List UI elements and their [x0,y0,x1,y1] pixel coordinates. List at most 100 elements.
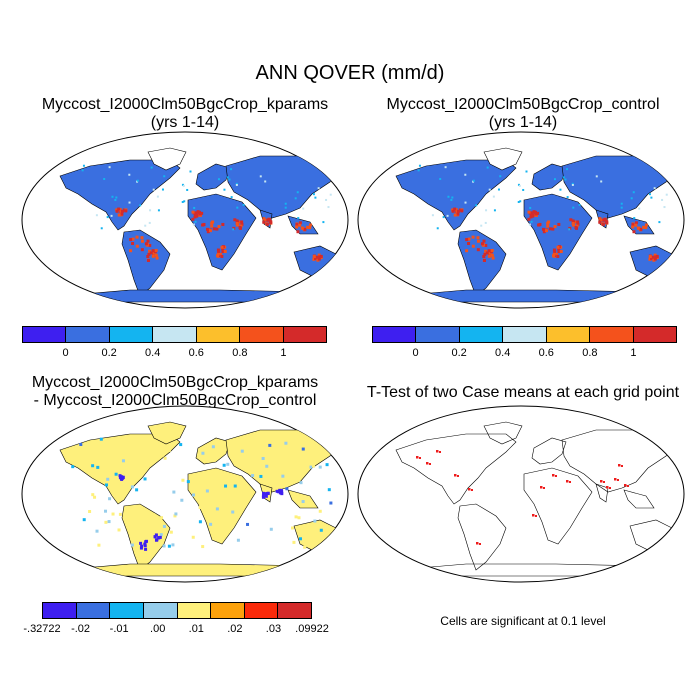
grid-cell [598,217,602,221]
grid-cell [159,533,163,537]
grid-cell [266,450,270,454]
colorbar-tick-label: 0.8 [232,347,248,359]
grid-cell [600,180,603,183]
grid-cell [221,247,225,251]
grid-cell [71,465,75,469]
grid-cell [131,242,135,246]
grid-cell [242,204,245,207]
grid-cell [173,514,177,518]
grid-cell [483,258,487,262]
significant-cell [617,479,619,481]
grid-cell [82,518,86,522]
grid-cell [484,243,488,247]
grid-cell [183,200,186,203]
grid-cell [571,183,574,186]
grid-cell [557,222,561,226]
continent-seAsia [623,215,655,235]
grid-cell [262,491,266,495]
grid-cell [262,217,266,221]
grid-cell [169,530,173,534]
grid-cell [220,254,224,258]
grid-cell [143,544,147,548]
grid-cell [439,177,442,180]
grid-cell [111,512,115,516]
grid-cell [223,188,226,191]
grid-cell [143,542,147,546]
grid-cell [131,479,135,483]
grid-cell [262,220,266,224]
grid-cell [576,222,580,226]
grid-cell [482,239,486,243]
grid-cell [261,479,265,483]
grid-cell [217,225,221,229]
colorbar-swatch [109,327,154,342]
continent-europe [195,163,231,191]
grid-cell [152,513,156,517]
grid-cell [301,500,305,504]
grid-cell [564,178,567,181]
grid-cell [96,465,100,469]
significant-cell [416,456,419,459]
grid-cell [118,208,122,212]
grid-cell [125,480,129,484]
grid-cell [665,193,668,196]
grid-cell [120,209,124,213]
continent-greenland [147,147,187,171]
grid-cell [154,253,158,257]
grid-cell [309,465,313,469]
grid-cell [129,238,133,242]
grid-cell [542,230,546,234]
grid-cell [179,443,183,447]
grid-cell [269,220,273,224]
grid-cell [314,255,318,259]
grid-cell [135,235,139,239]
grid-cell [278,491,282,495]
grid-cell [108,497,112,501]
grid-cell [471,235,475,239]
grid-cell [104,520,108,524]
grid-cell [215,507,219,511]
grid-cell [140,236,144,240]
grid-cell [136,179,139,182]
grid-cell [571,182,574,185]
grid-cell [620,206,623,209]
panel-title-kparams-line1: Myccost_I2000Clm50BgcCrop_kparams [41,96,329,113]
continent-greenland [483,147,523,171]
grid-cell [143,477,147,481]
grid-cell [639,227,643,231]
grid-cell [484,249,488,253]
grid-cell [205,489,209,493]
grid-cell [221,501,225,505]
grid-cell [285,487,289,491]
grid-cell [210,224,214,228]
colorbar-swatch [546,327,591,342]
grid-cell [436,227,439,230]
panel-title-control-line1: Myccost_I2000Clm50BgcCrop_control [386,96,660,113]
grid-cell [107,520,111,524]
grid-cell [251,474,255,478]
grid-cell [534,212,538,216]
grid-cell [158,535,162,539]
grid-cell [491,256,495,260]
grid-cell [99,437,103,441]
grid-cell [128,201,131,204]
grid-cell [95,214,98,217]
grid-cell [487,254,491,258]
colorbar-tick-label: 0 [412,347,419,359]
grid-cell [322,221,325,224]
colorbar-swatch [177,603,212,618]
grid-cell [528,223,531,226]
grid-cell [193,206,196,209]
grid-cell [555,252,559,256]
grid-cell [447,195,450,198]
grid-cell [284,206,287,209]
colorbar-kparams-ticks: 0 0.2 0.4 0.6 0.8 1 [22,347,327,361]
grid-cell [85,461,89,465]
continent-seAsia [287,215,319,235]
grid-cell [298,221,302,225]
grid-cell [490,253,494,257]
grid-cell [155,538,159,542]
continent-africa [187,467,257,545]
grid-cell [486,166,489,169]
grid-cell [259,175,262,178]
